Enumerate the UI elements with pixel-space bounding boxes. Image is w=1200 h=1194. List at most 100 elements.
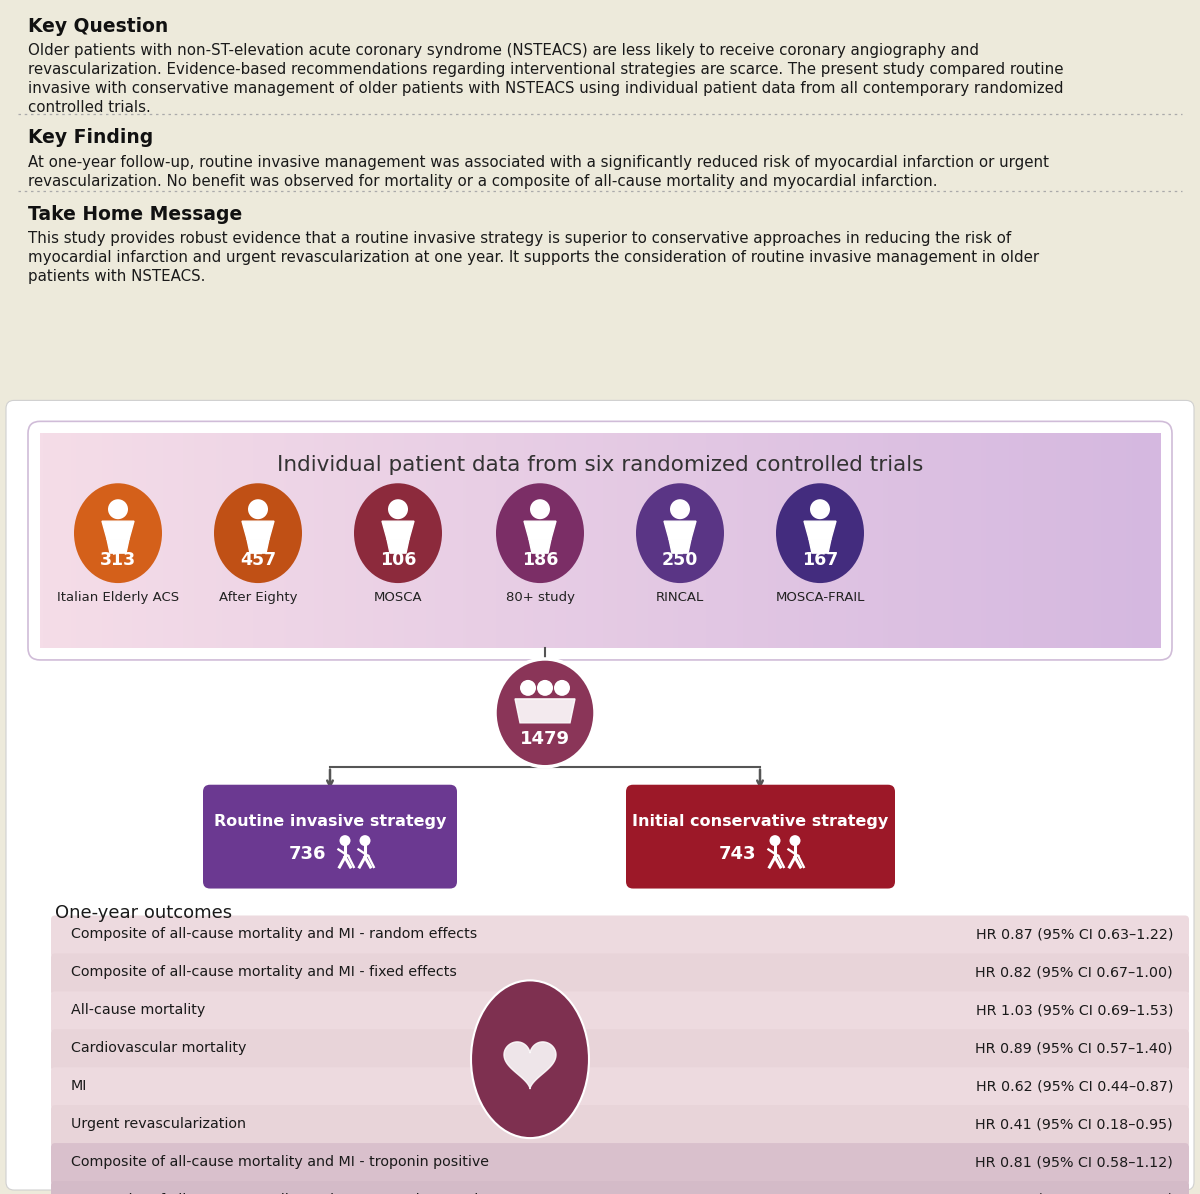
Bar xyxy=(275,433,278,648)
Text: Italian Elderly ACS: Italian Elderly ACS xyxy=(56,591,179,604)
Bar xyxy=(1048,433,1051,648)
Text: myocardial infarction and urgent revascularization at one year. It supports the : myocardial infarction and urgent revascu… xyxy=(28,250,1039,265)
Bar xyxy=(558,433,562,648)
Bar xyxy=(457,433,461,648)
Bar xyxy=(96,433,100,648)
Bar xyxy=(539,433,542,648)
Bar xyxy=(505,433,509,648)
Bar xyxy=(46,433,49,648)
Text: Take Home Message: Take Home Message xyxy=(28,204,242,223)
Bar xyxy=(166,433,170,648)
Bar xyxy=(88,433,91,648)
Bar xyxy=(262,433,265,648)
Bar xyxy=(472,433,475,648)
Ellipse shape xyxy=(496,484,584,583)
Bar xyxy=(287,433,290,648)
Bar xyxy=(1062,433,1066,648)
Text: revascularization. No benefit was observed for mortality or a composite of all-c: revascularization. No benefit was observ… xyxy=(28,173,937,189)
Polygon shape xyxy=(664,522,696,540)
Polygon shape xyxy=(809,540,830,553)
Bar xyxy=(40,433,43,648)
Bar xyxy=(628,433,631,648)
Bar xyxy=(1026,433,1030,648)
Bar xyxy=(827,433,830,648)
Bar xyxy=(1132,433,1135,648)
Bar xyxy=(606,433,610,648)
Bar xyxy=(384,433,389,648)
Bar xyxy=(152,433,156,648)
Bar xyxy=(98,433,103,648)
Bar xyxy=(883,433,887,648)
Bar xyxy=(564,433,568,648)
Bar xyxy=(247,433,251,648)
Bar xyxy=(550,433,553,648)
Bar xyxy=(304,433,307,648)
Bar xyxy=(1090,433,1094,648)
Bar xyxy=(770,433,775,648)
Bar xyxy=(346,433,349,648)
Circle shape xyxy=(810,499,830,519)
FancyBboxPatch shape xyxy=(50,1143,1189,1184)
Bar xyxy=(1112,433,1116,648)
Bar xyxy=(908,433,912,648)
Text: Composite of all-cause mortality and MI - random effects: Composite of all-cause mortality and MI … xyxy=(71,928,478,941)
Text: patients with NSTEACS.: patients with NSTEACS. xyxy=(28,269,205,284)
Bar xyxy=(740,433,744,648)
Bar xyxy=(342,433,347,648)
FancyBboxPatch shape xyxy=(50,1029,1189,1071)
Bar xyxy=(896,433,900,648)
Bar xyxy=(869,433,872,648)
Bar xyxy=(541,433,545,648)
Bar xyxy=(132,433,137,648)
Bar xyxy=(984,433,988,648)
Bar xyxy=(703,433,708,648)
Text: HR 0.87 (95% CI 0.63–1.22): HR 0.87 (95% CI 0.63–1.22) xyxy=(976,928,1174,941)
Bar xyxy=(1135,433,1139,648)
Bar xyxy=(812,433,816,648)
Bar xyxy=(449,433,452,648)
Bar xyxy=(115,433,120,648)
Circle shape xyxy=(520,679,536,696)
Bar xyxy=(497,433,500,648)
Bar xyxy=(793,433,797,648)
Bar xyxy=(636,433,641,648)
Bar xyxy=(682,433,685,648)
Polygon shape xyxy=(529,540,551,553)
Bar xyxy=(715,433,719,648)
Bar xyxy=(650,433,654,648)
Bar xyxy=(514,433,517,648)
Bar xyxy=(1064,433,1068,648)
Bar xyxy=(146,433,150,648)
Bar xyxy=(737,433,742,648)
Bar xyxy=(684,433,688,648)
Text: HR 0.89 (95% CI 0.57–1.40): HR 0.89 (95% CI 0.57–1.40) xyxy=(976,1041,1174,1055)
Bar xyxy=(172,433,175,648)
Polygon shape xyxy=(102,522,134,540)
Bar xyxy=(791,433,794,648)
Bar xyxy=(130,433,133,648)
Bar xyxy=(382,433,385,648)
Bar xyxy=(295,433,299,648)
Text: All-cause mortality: All-cause mortality xyxy=(71,1003,205,1017)
Bar xyxy=(491,433,494,648)
Bar xyxy=(1073,433,1078,648)
Bar xyxy=(928,433,931,648)
Bar xyxy=(510,433,514,648)
Bar xyxy=(438,433,442,648)
Bar xyxy=(886,433,889,648)
Bar xyxy=(667,433,671,648)
Polygon shape xyxy=(382,522,414,540)
Bar xyxy=(258,433,262,648)
Bar xyxy=(272,433,276,648)
Bar xyxy=(617,433,620,648)
Bar xyxy=(522,433,526,648)
Text: Composite of all-cause mortality and MI - troponin positive: Composite of all-cause mortality and MI … xyxy=(71,1155,490,1169)
Bar xyxy=(493,433,498,648)
Bar xyxy=(670,433,674,648)
Text: HR 0.81 (95% CI 0.58–1.12): HR 0.81 (95% CI 0.58–1.12) xyxy=(976,1155,1174,1169)
Bar xyxy=(678,433,682,648)
Bar xyxy=(396,433,400,648)
Bar xyxy=(804,433,809,648)
Bar xyxy=(665,433,668,648)
Bar xyxy=(757,433,761,648)
